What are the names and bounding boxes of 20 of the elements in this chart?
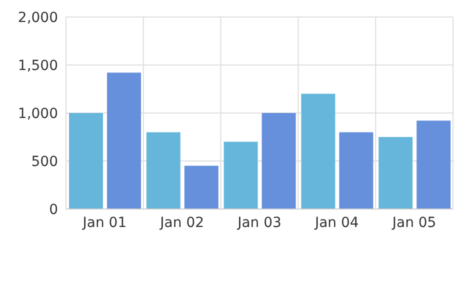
- y-tick-label: 1,000: [18, 106, 58, 122]
- x-tick-label: Jan 05: [391, 214, 436, 231]
- y-tick-label: 2,000: [18, 10, 58, 26]
- x-tick-label: Jan 04: [314, 214, 359, 231]
- x-tick-label: Jan 03: [236, 214, 282, 231]
- x-tick-label: Jan 02: [159, 214, 204, 231]
- bar: [378, 137, 413, 209]
- bar: [301, 94, 336, 209]
- bar: [146, 132, 180, 209]
- bar: [184, 166, 218, 209]
- y-tick-label: 500: [31, 154, 58, 170]
- bar: [107, 72, 141, 209]
- bar: [224, 142, 258, 209]
- y-tick-label: 1,500: [18, 58, 58, 74]
- bar: [69, 113, 103, 209]
- bar: [262, 113, 296, 209]
- y-tick-label: 0: [49, 202, 58, 218]
- bar: [339, 132, 374, 209]
- x-tick-label: Jan 01: [82, 214, 127, 231]
- bar: [416, 120, 451, 209]
